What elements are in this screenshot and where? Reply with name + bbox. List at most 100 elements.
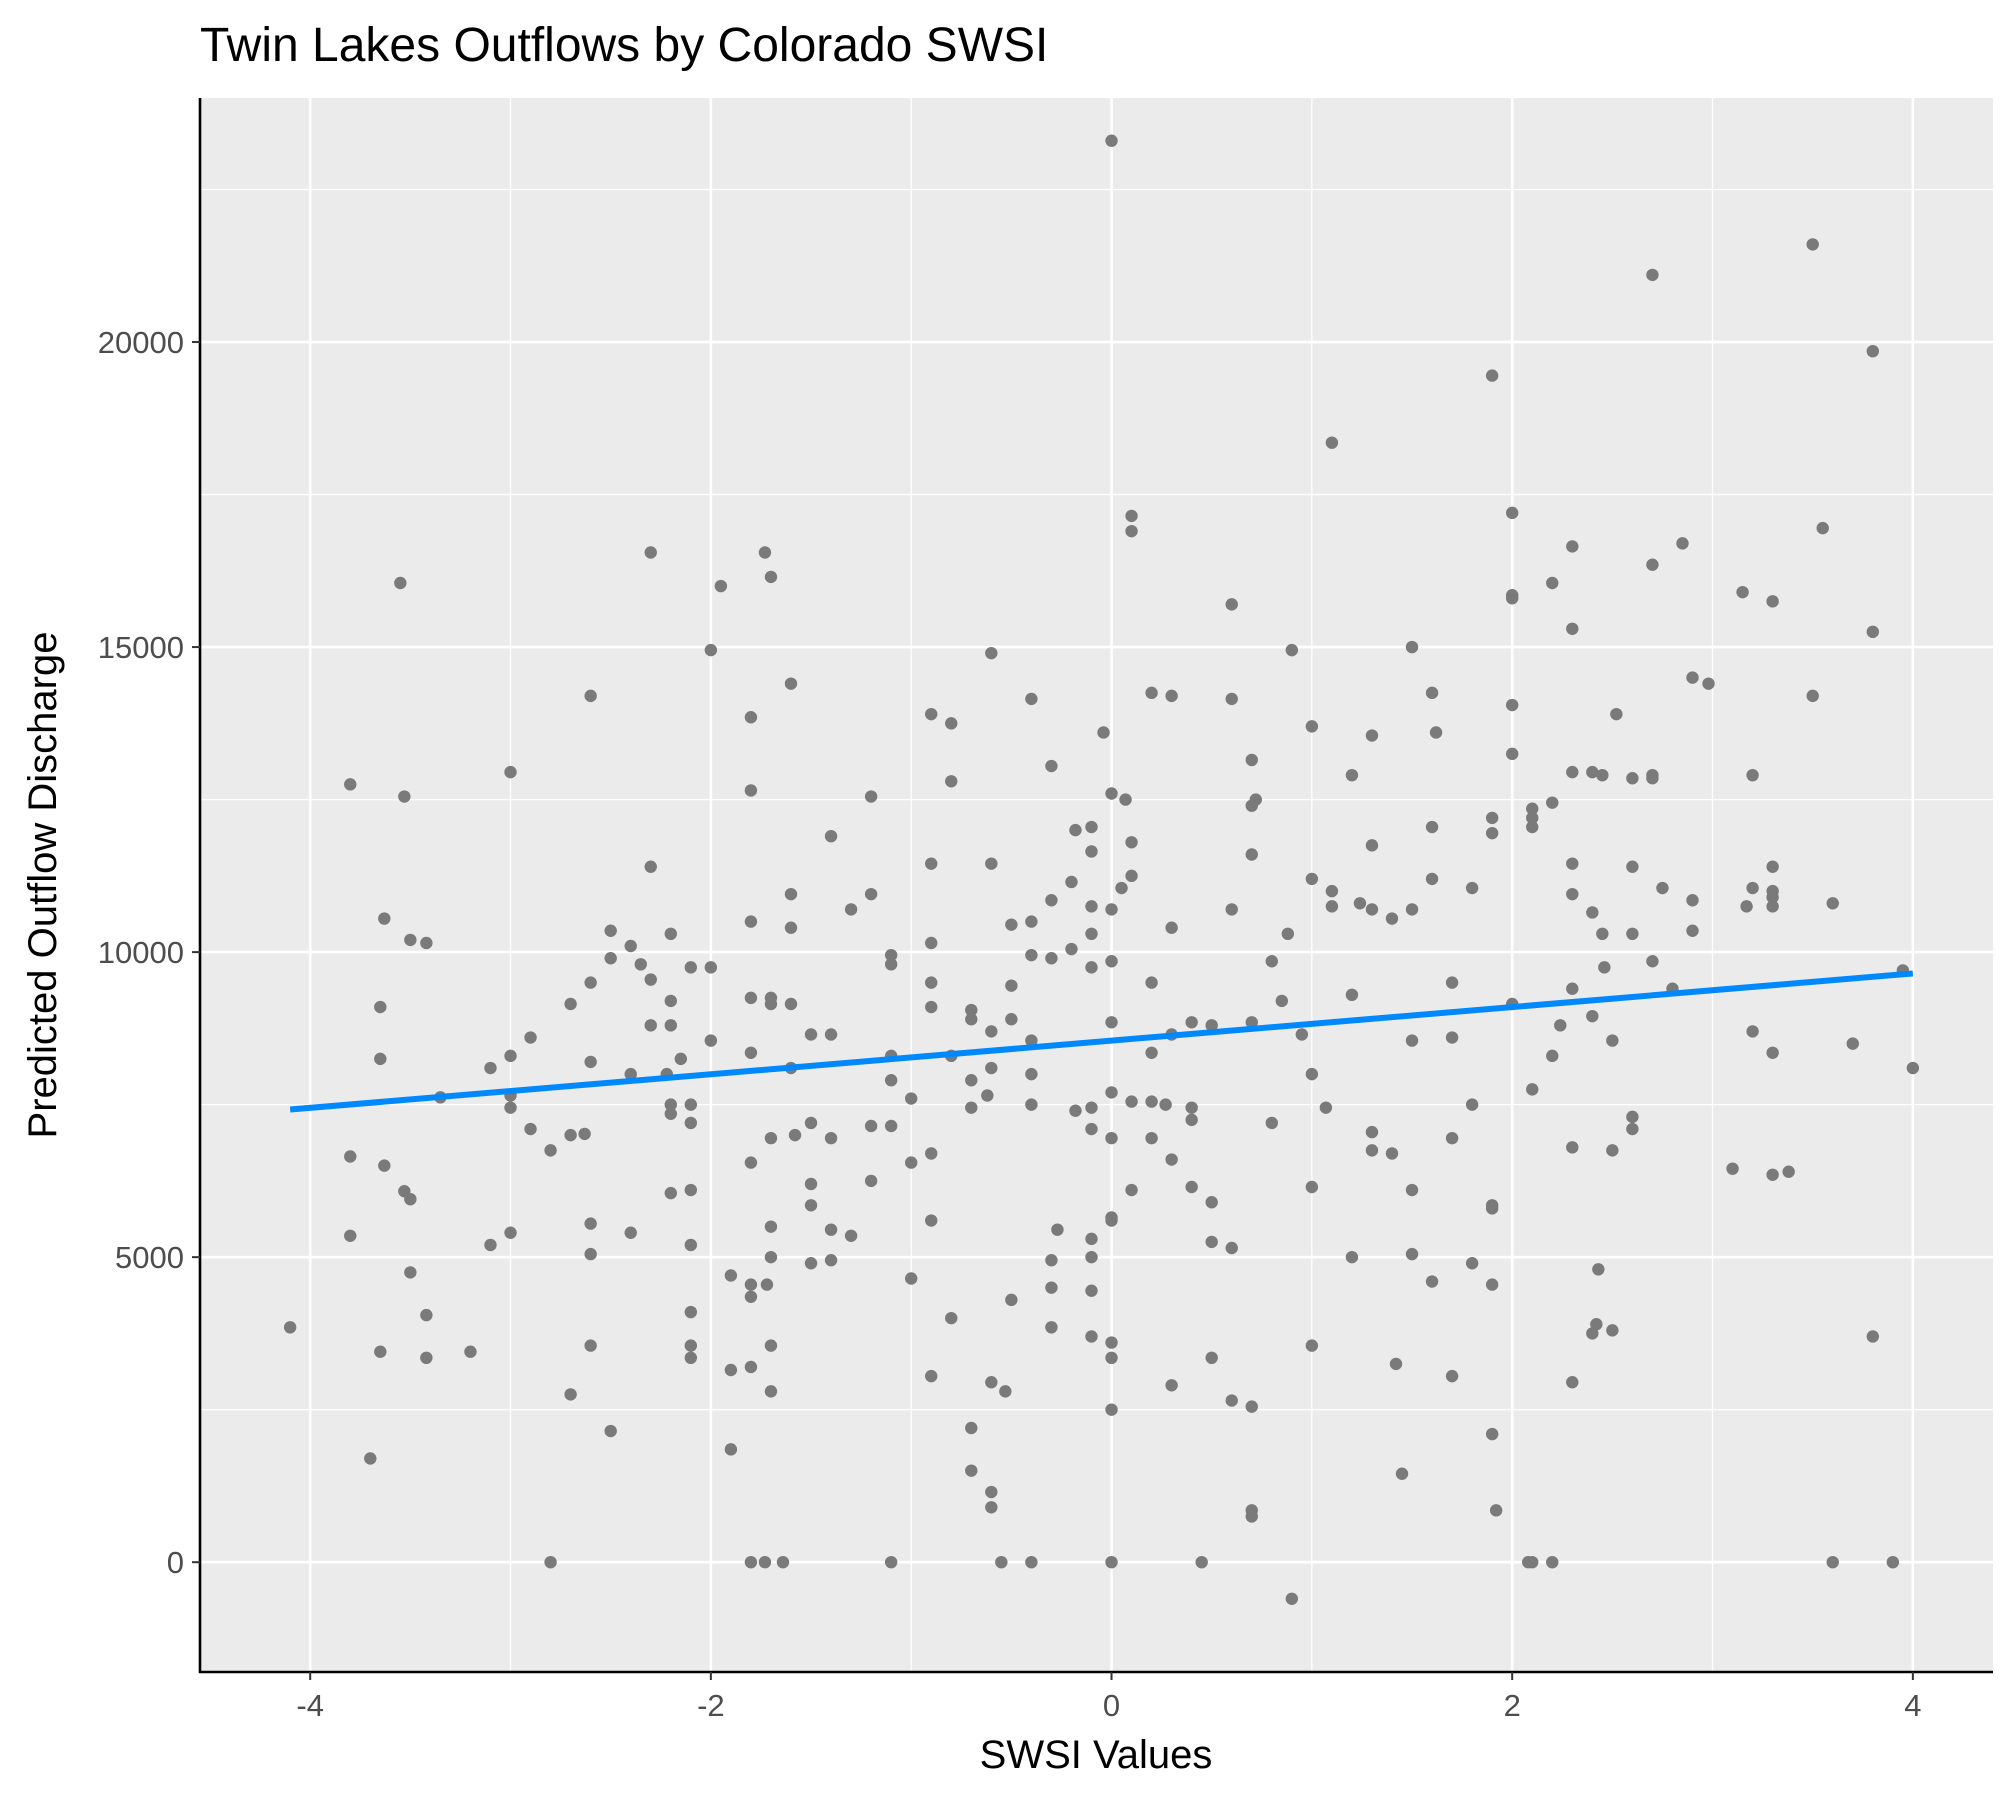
data-point bbox=[1546, 1555, 1559, 1569]
data-point bbox=[664, 927, 677, 941]
data-point bbox=[784, 677, 798, 690]
data-point bbox=[1185, 1016, 1198, 1029]
data-point bbox=[925, 1369, 938, 1383]
chart-title: Twin Lakes Outflows by Colorado SWSI bbox=[200, 19, 1048, 72]
data-point bbox=[404, 933, 417, 947]
data-point bbox=[724, 1443, 738, 1456]
data-point bbox=[1305, 872, 1319, 886]
data-point bbox=[684, 1339, 698, 1352]
data-point bbox=[1766, 860, 1779, 873]
data-point bbox=[1566, 887, 1579, 901]
data-point bbox=[804, 1177, 818, 1191]
plot-panel bbox=[200, 98, 1993, 1672]
data-point bbox=[1225, 692, 1238, 706]
data-point bbox=[764, 1385, 778, 1398]
data-point bbox=[684, 1238, 698, 1252]
data-point bbox=[1405, 1183, 1419, 1197]
data-point bbox=[1165, 1153, 1178, 1166]
data-point bbox=[1205, 1351, 1218, 1365]
data-point bbox=[1115, 881, 1128, 895]
data-point bbox=[1646, 558, 1659, 571]
data-point bbox=[378, 912, 391, 925]
data-point bbox=[1676, 537, 1689, 550]
data-point bbox=[344, 778, 357, 791]
data-point bbox=[904, 1092, 918, 1105]
y-axis-ticks: 0 5000 10000 15000 20000 bbox=[98, 325, 200, 1580]
data-point bbox=[684, 1116, 698, 1130]
data-point bbox=[1305, 1067, 1319, 1081]
data-point bbox=[1566, 1376, 1579, 1389]
data-point bbox=[644, 546, 657, 559]
data-point bbox=[844, 903, 858, 916]
data-point bbox=[884, 958, 898, 971]
data-point bbox=[604, 952, 617, 965]
data-point bbox=[884, 948, 898, 962]
data-point bbox=[1125, 1183, 1138, 1197]
data-point bbox=[1345, 988, 1359, 1002]
data-point bbox=[484, 1238, 497, 1252]
data-point bbox=[1045, 759, 1058, 773]
data-point bbox=[764, 997, 778, 1011]
data-point bbox=[664, 1186, 677, 1200]
data-point bbox=[1105, 1336, 1118, 1349]
data-point bbox=[788, 1128, 802, 1142]
data-point bbox=[995, 1555, 1008, 1569]
data-point bbox=[1245, 753, 1258, 767]
data-point bbox=[1505, 747, 1519, 761]
data-point bbox=[1646, 955, 1659, 968]
data-point bbox=[758, 1555, 772, 1569]
data-point bbox=[1085, 820, 1098, 834]
data-point bbox=[1566, 540, 1579, 553]
data-point bbox=[904, 1272, 918, 1285]
data-point bbox=[1465, 1098, 1479, 1111]
data-point bbox=[578, 1127, 591, 1141]
data-point bbox=[925, 976, 938, 989]
data-point bbox=[624, 1226, 637, 1239]
data-point bbox=[1586, 765, 1599, 779]
data-point bbox=[965, 1101, 978, 1114]
data-point bbox=[1145, 1046, 1158, 1059]
data-point bbox=[804, 1257, 818, 1270]
data-point bbox=[1365, 839, 1379, 852]
data-point bbox=[764, 1339, 778, 1352]
data-point bbox=[1766, 900, 1779, 913]
y-tick-label: 10000 bbox=[98, 935, 184, 970]
data-point bbox=[1405, 1034, 1419, 1047]
data-point bbox=[1225, 903, 1238, 916]
data-point bbox=[1626, 1122, 1639, 1136]
data-point bbox=[644, 860, 657, 873]
data-point bbox=[764, 1220, 778, 1233]
data-point bbox=[1656, 881, 1669, 895]
data-point bbox=[1485, 1202, 1499, 1215]
x-tick-label: 0 bbox=[1103, 1688, 1120, 1723]
data-point bbox=[1429, 726, 1443, 739]
data-point bbox=[394, 576, 407, 590]
data-point bbox=[1205, 1235, 1218, 1249]
data-point bbox=[1325, 884, 1339, 898]
data-point bbox=[1485, 1278, 1499, 1291]
data-point bbox=[985, 646, 998, 660]
data-point bbox=[1145, 1131, 1158, 1145]
data-point bbox=[1566, 765, 1579, 779]
data-point bbox=[1185, 1101, 1198, 1114]
data-point bbox=[644, 973, 657, 986]
data-point bbox=[925, 707, 938, 721]
data-point bbox=[1626, 772, 1639, 785]
data-point bbox=[564, 1388, 577, 1401]
data-point bbox=[1085, 900, 1098, 913]
data-point bbox=[945, 717, 958, 730]
data-point bbox=[634, 958, 647, 971]
data-point bbox=[1145, 1095, 1158, 1108]
data-point bbox=[1105, 1016, 1118, 1029]
data-point bbox=[1626, 1110, 1639, 1124]
data-point bbox=[1295, 1028, 1309, 1041]
data-point bbox=[1546, 576, 1559, 590]
data-point bbox=[1405, 1247, 1419, 1261]
data-point bbox=[1590, 1318, 1603, 1331]
data-point bbox=[1345, 768, 1359, 782]
data-point bbox=[945, 1311, 958, 1325]
data-point bbox=[985, 1485, 998, 1499]
data-point bbox=[744, 1278, 758, 1291]
data-point bbox=[724, 1363, 738, 1377]
data-point bbox=[374, 1000, 387, 1014]
